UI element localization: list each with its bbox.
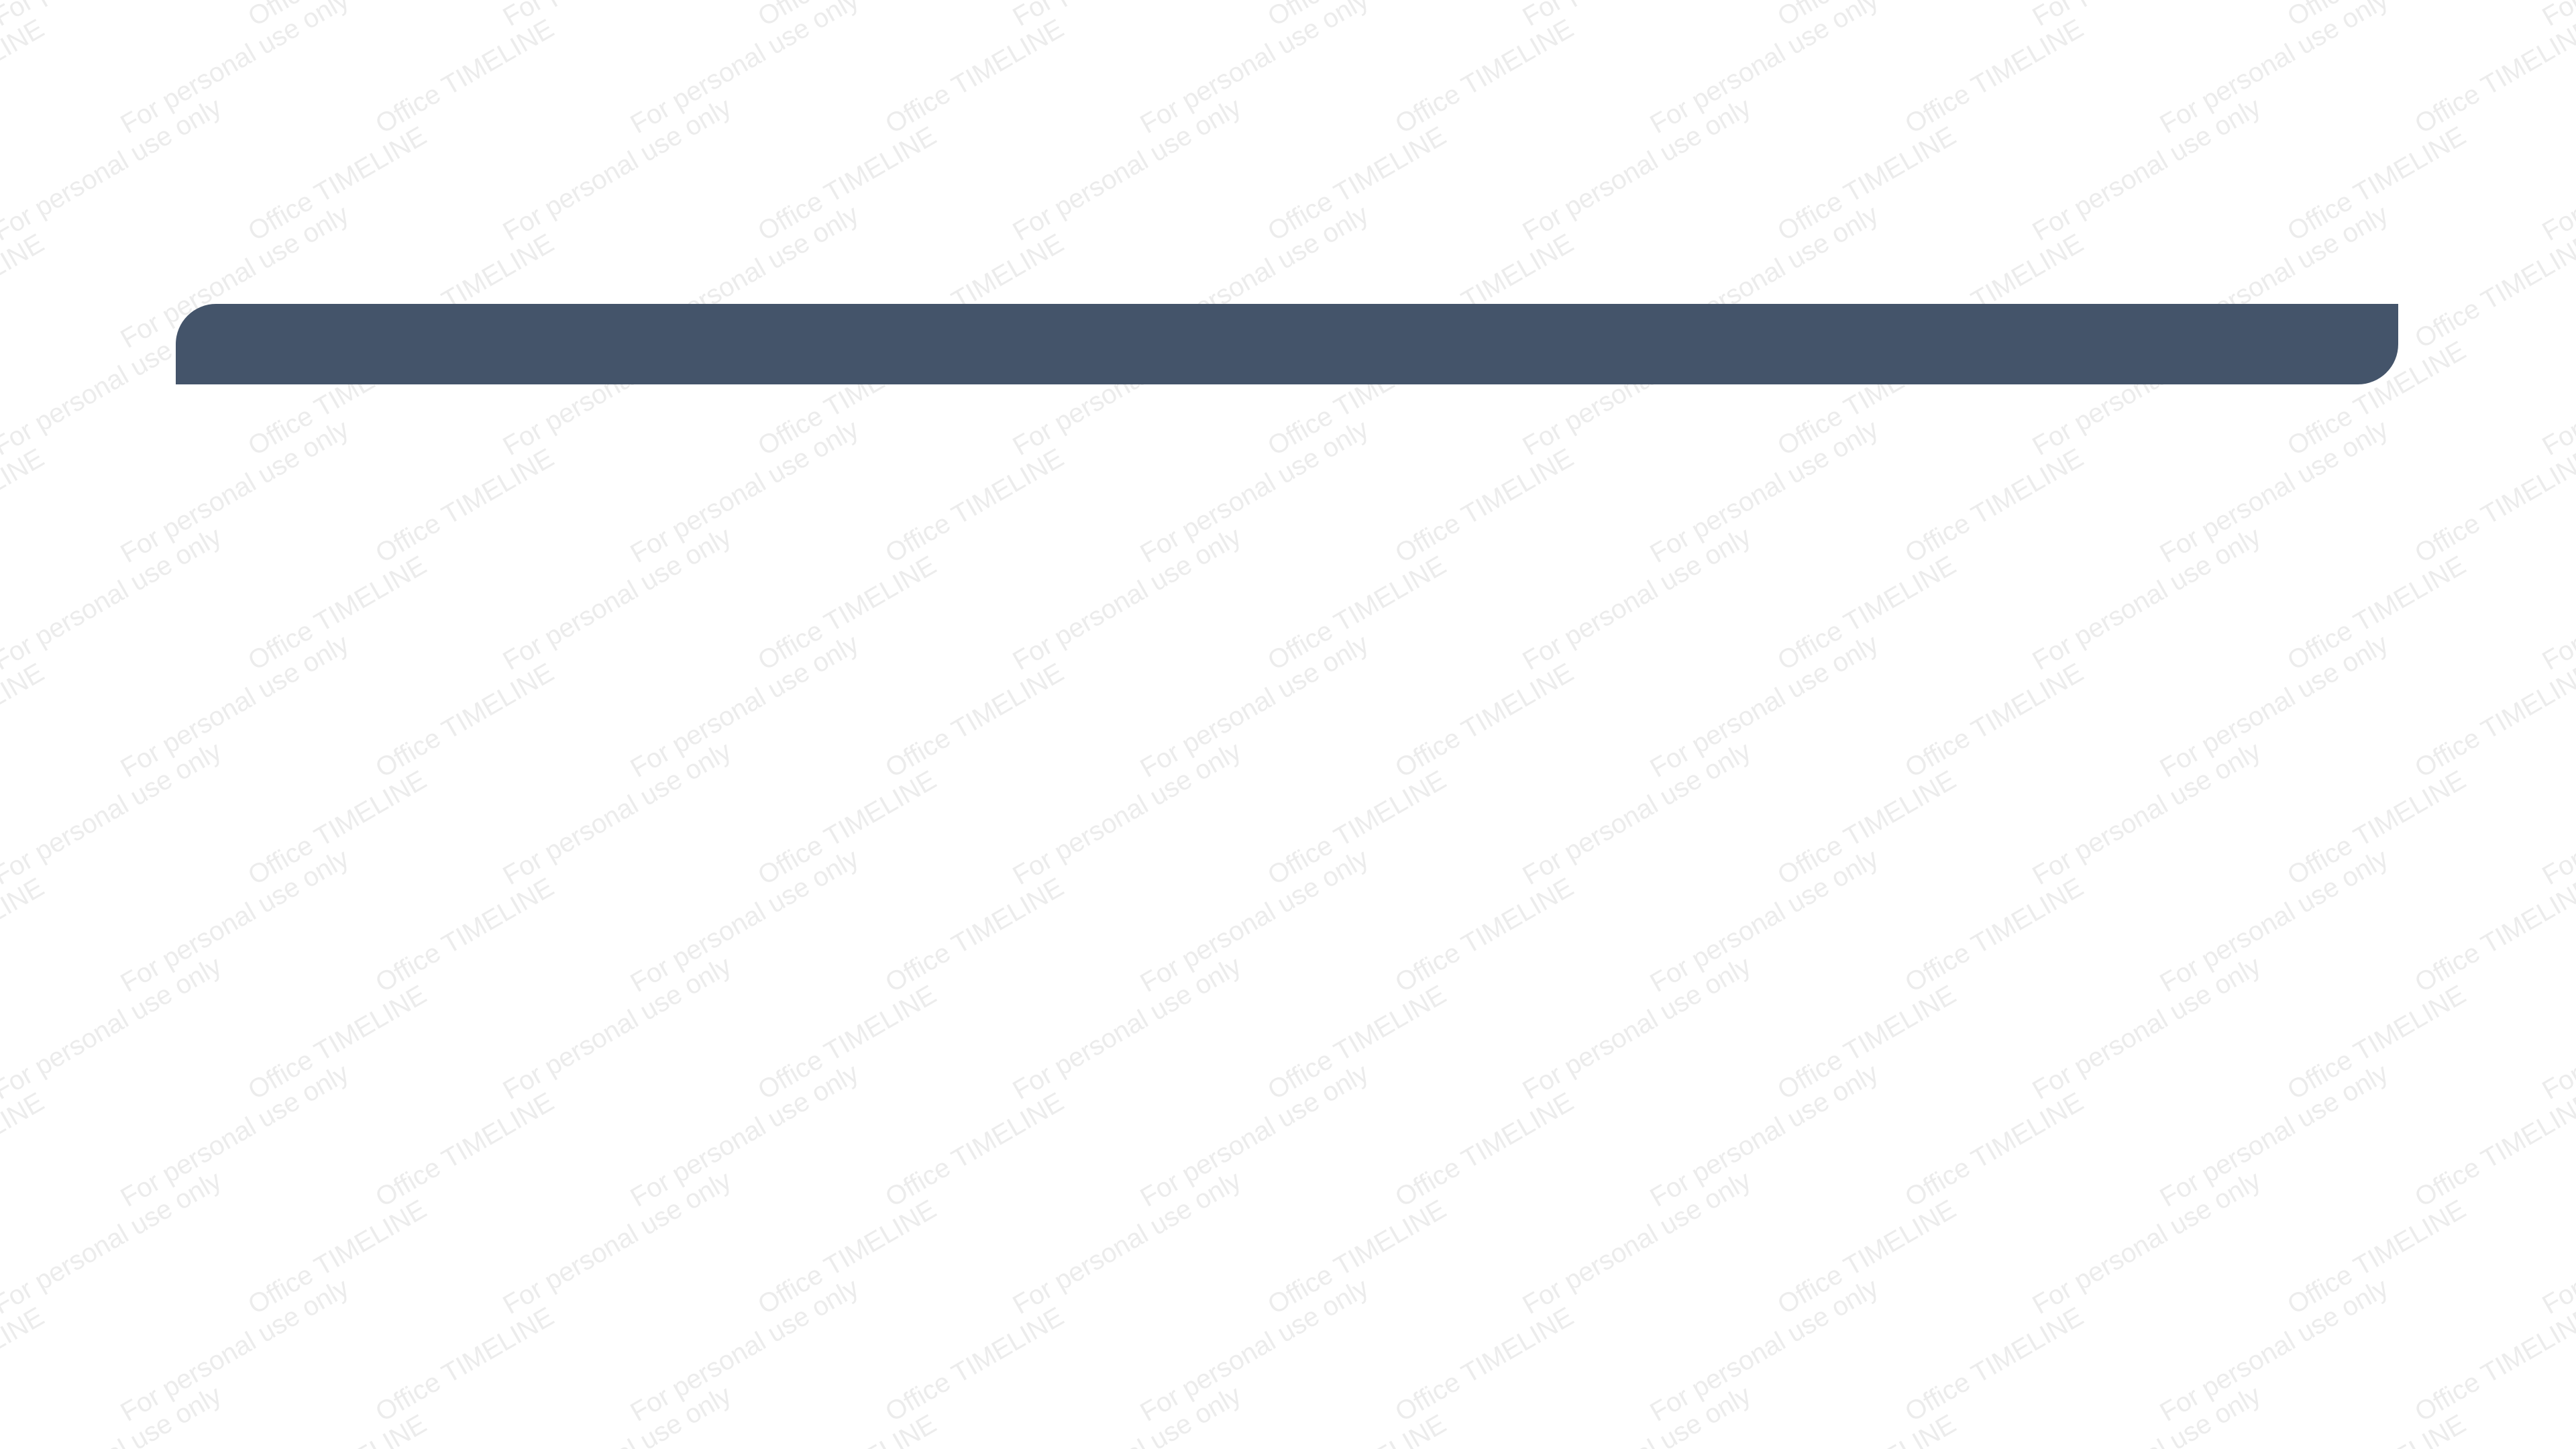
timeline-band [176,304,2398,384]
